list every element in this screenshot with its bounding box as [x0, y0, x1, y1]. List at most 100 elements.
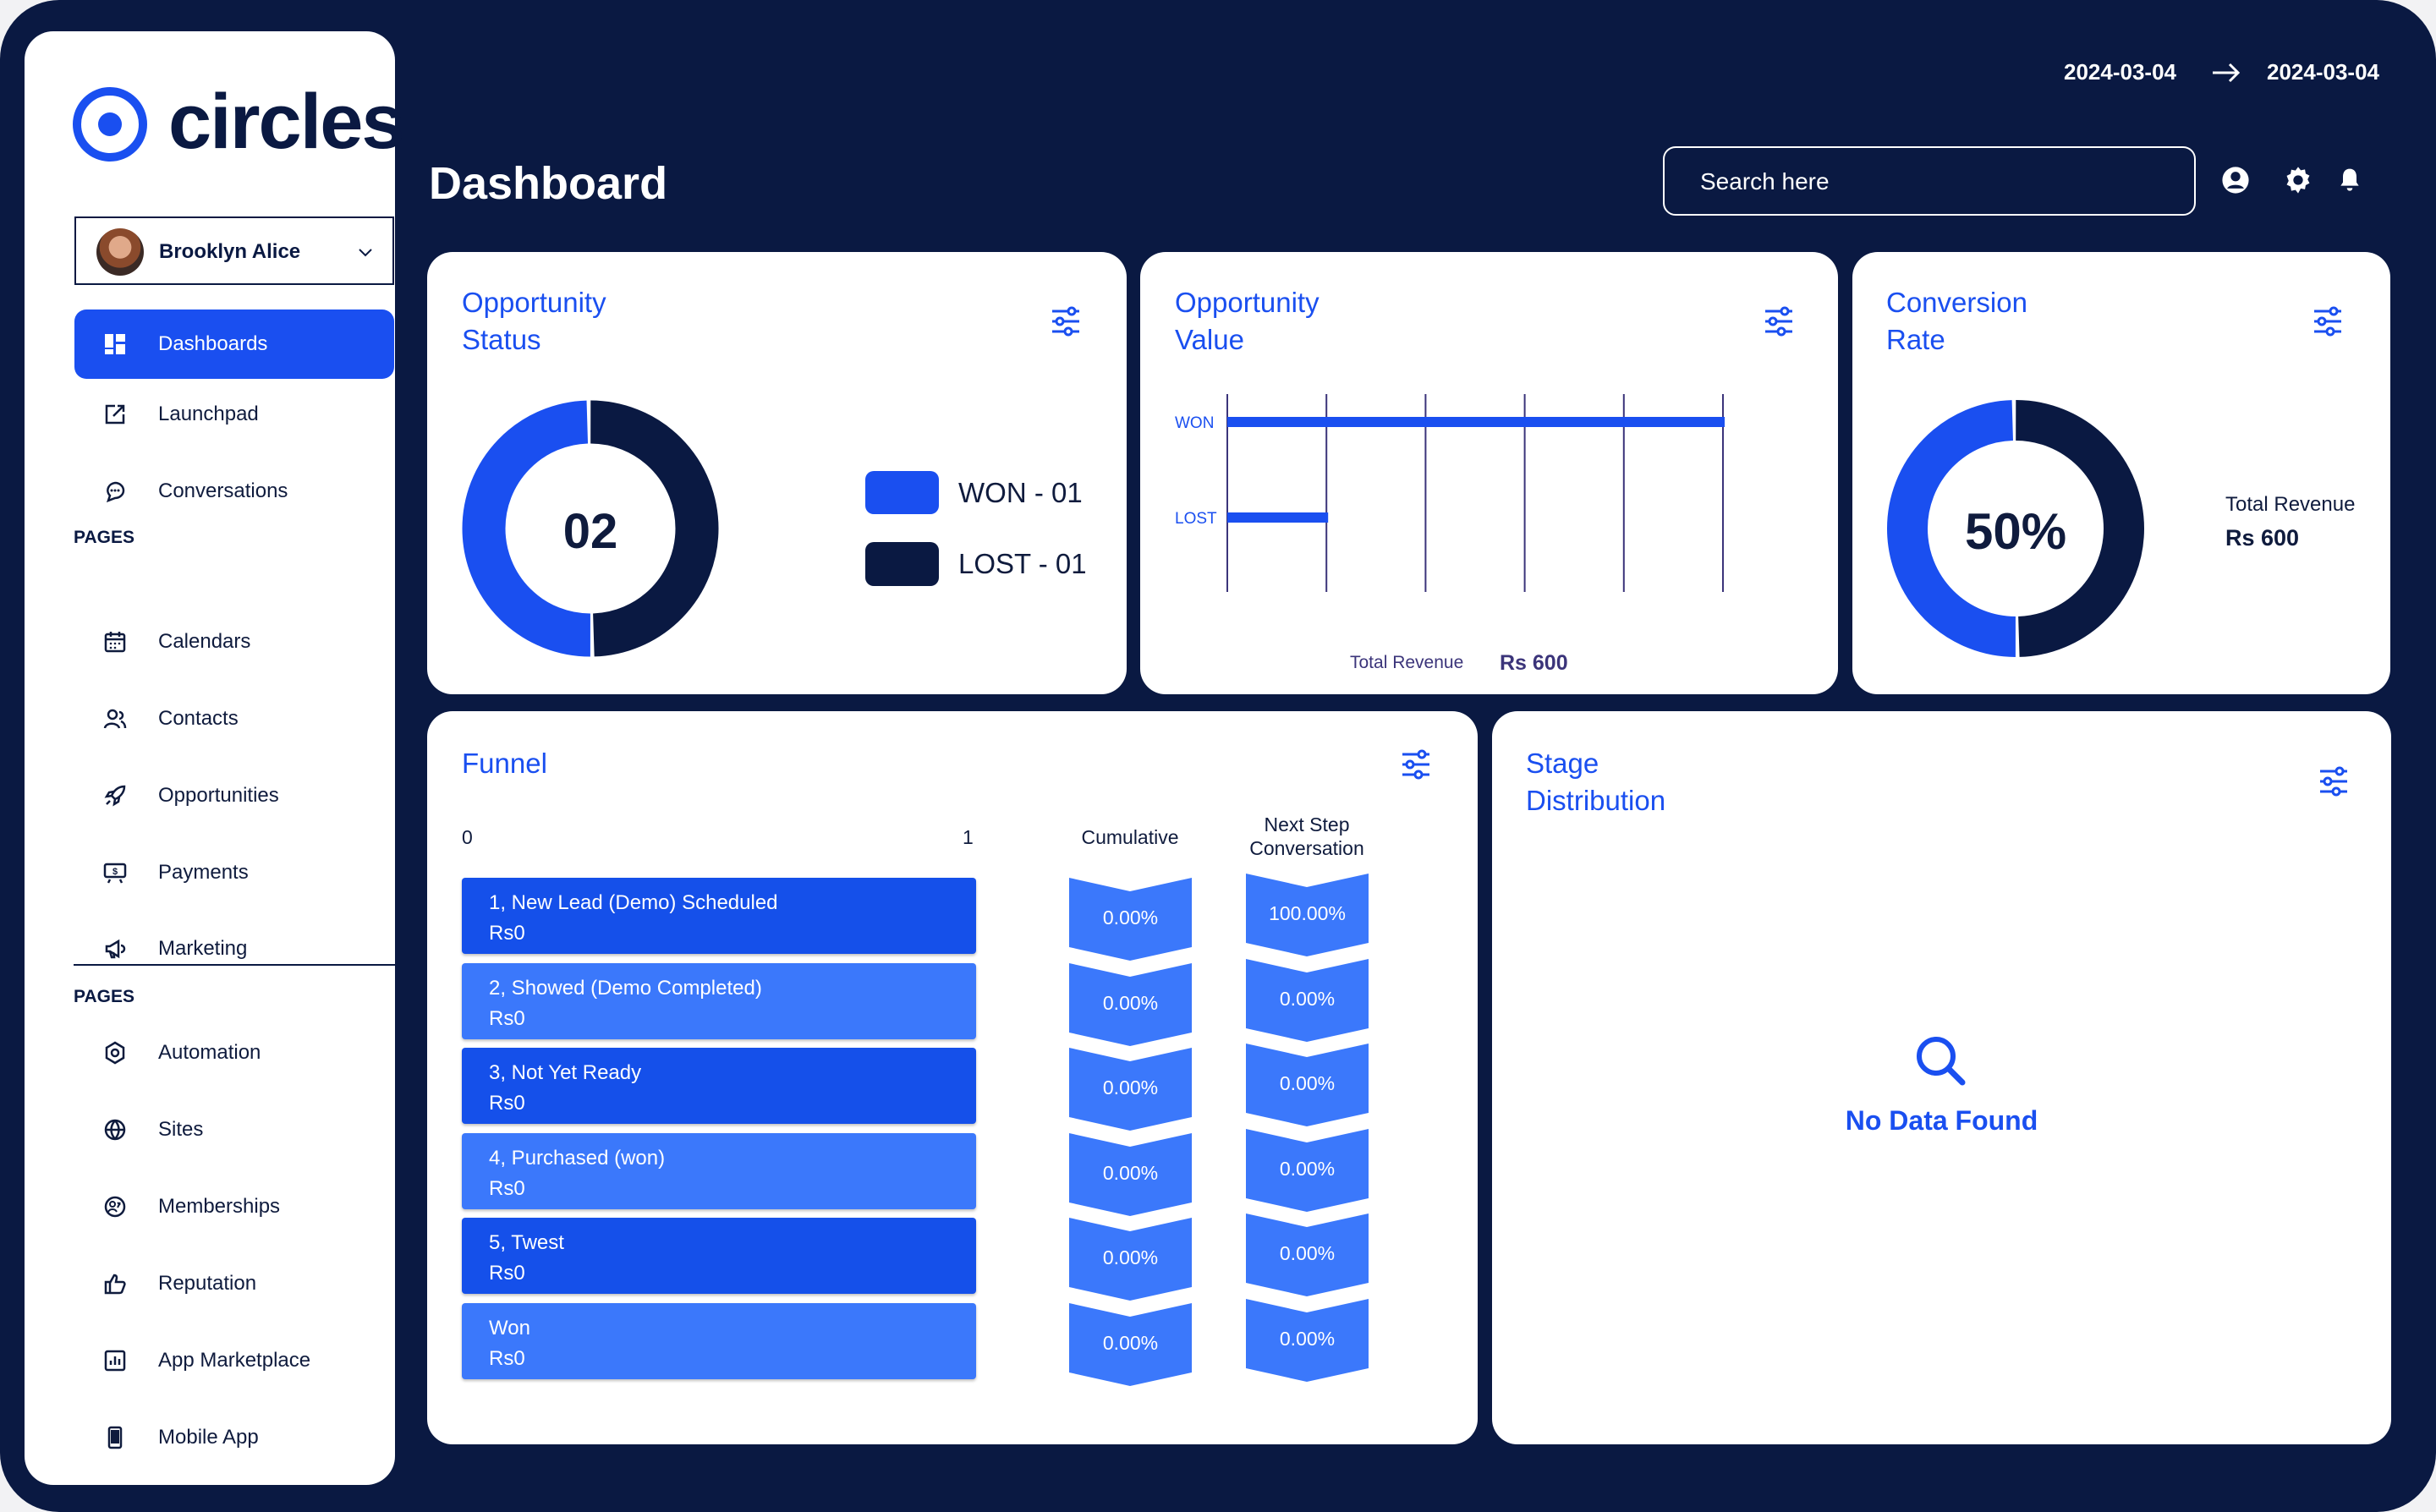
funnel-stage-bar[interactable]: 2, Showed (Demo Completed) Rs0 [462, 962, 976, 1039]
sidebar-item-conversations[interactable]: Conversations [74, 457, 394, 526]
globe-icon [104, 1119, 126, 1141]
axis-min: 0 [462, 826, 473, 848]
sidebar-item-mobile-app[interactable]: Mobile App [74, 1403, 394, 1472]
total-revenue-value: Rs 600 [2225, 525, 2300, 551]
cumulative-percent: 0.00% [1102, 991, 1159, 1014]
dashboard-icon [105, 334, 125, 354]
legend-lost: LOST - 01 [958, 548, 1087, 579]
sidebar-item-reputation[interactable]: Reputation [74, 1249, 394, 1318]
sidebar-item-label: Calendars [158, 630, 251, 653]
search-input[interactable]: Search here [1663, 146, 2196, 216]
date-to[interactable]: 2024-03-04 [2267, 59, 2379, 85]
donut-segment-won [462, 400, 719, 657]
next-percent: 0.00% [1279, 1072, 1336, 1095]
sidebar-item-dashboards[interactable]: Dashboards [74, 310, 394, 379]
sidebar-item-label: Contacts [158, 707, 239, 730]
next-percent: 0.00% [1279, 987, 1336, 1010]
cumulative-chevron: 0.00% [1069, 1303, 1192, 1386]
logo-text: circles [168, 79, 405, 165]
megaphone-icon [105, 939, 126, 959]
stage-distribution-card: Stage Distribution No Data Found [1492, 711, 2391, 1444]
payments-icon: $ [103, 863, 127, 884]
axis-max: 1 [963, 826, 974, 848]
sidebar-item-label: Payments [158, 861, 249, 884]
sidebar-item-memberships[interactable]: Memberships [74, 1172, 394, 1241]
cumulative-percent: 0.00% [1102, 1161, 1159, 1184]
sidebar-item-label: Memberships [158, 1195, 281, 1218]
sidebar-item-label: Marketing [158, 937, 248, 960]
category-label: WON [1175, 414, 1214, 432]
launch-icon [105, 404, 125, 425]
sidebar-item-label: Launchpad [158, 403, 259, 425]
next-chevron: 0.00% [1246, 1213, 1369, 1297]
sidebar-item-label: Conversations [158, 479, 288, 502]
total-revenue-value: Rs 600 [1500, 651, 1568, 675]
filter-icon[interactable] [1399, 748, 1433, 781]
cumulative-percent: 0.00% [1102, 1246, 1159, 1269]
date-from[interactable]: 2024-03-04 [2064, 59, 2176, 85]
card-title: Conversion Rate [1886, 287, 2027, 355]
next-chevron: 0.00% [1246, 1128, 1369, 1212]
opportunity-value-card: Opportunity Value WON LOST Total Revenue R… [1140, 252, 1838, 694]
user-icon[interactable] [2221, 166, 2250, 194]
stage-name: Won [489, 1317, 530, 1339]
sidebar-item-marketing[interactable]: Marketing [74, 914, 394, 983]
sidebar-item-automation[interactable]: Automation [74, 1018, 394, 1087]
sidebar-item-contacts[interactable]: Contacts [74, 684, 394, 753]
sidebar-item-label: Dashboards [158, 332, 268, 355]
arrow-right-icon [2213, 63, 2241, 83]
next-percent: 0.00% [1279, 1242, 1336, 1265]
funnel-stage-bar[interactable]: 1, New Lead (Demo) Scheduled Rs0 [462, 878, 976, 954]
sidebar-item-label: Mobile App [158, 1426, 259, 1449]
stage-value: Rs0 [489, 1347, 525, 1370]
legend-swatch-won [865, 471, 939, 514]
sidebar-item-opportunities[interactable]: Opportunities [74, 761, 394, 830]
donut-segment-lost [462, 400, 719, 657]
sidebar-item-calendars[interactable]: Calendars [74, 607, 394, 677]
bar-won[interactable] [1227, 417, 1725, 427]
funnel-stage-bar[interactable]: 3, Not Yet Ready Rs0 [462, 1048, 976, 1125]
sidebar-item-app-marketplace[interactable]: App Marketplace [74, 1326, 394, 1395]
next-chevron: 100.00% [1246, 874, 1369, 956]
section-label: PAGES [74, 987, 134, 1006]
marketplace-icon [104, 1350, 126, 1372]
funnel-stage-bar[interactable]: Won Rs0 [462, 1303, 976, 1379]
cumulative-chevron: 0.00% [1069, 1132, 1192, 1216]
sidebar-item-sites[interactable]: Sites [74, 1095, 394, 1164]
next-percent: 100.00% [1269, 902, 1346, 924]
funnel-stage-bar[interactable]: 4, Purchased (won) Rs0 [462, 1132, 976, 1209]
svg-text:$: $ [112, 867, 118, 877]
filter-icon[interactable] [1049, 304, 1083, 338]
chevron-down-icon [359, 249, 372, 257]
stage-name: 3, Not Yet Ready [489, 1061, 642, 1085]
empty-state-text: No Data Found [1845, 1105, 2038, 1136]
page-title: Dashboard [429, 158, 668, 209]
funnel-stage-bar[interactable]: 5, Twest Rs0 [462, 1218, 976, 1295]
sidebar-item-payments[interactable]: $ Payments [74, 838, 394, 907]
stage-value: Rs0 [489, 1092, 525, 1115]
automation-icon [105, 1041, 125, 1065]
bell-icon[interactable] [2336, 166, 2363, 194]
user-select[interactable]: Brooklyn Alice [74, 216, 394, 285]
sidebar-item-launchpad[interactable]: Launchpad [74, 380, 394, 449]
rocket-icon [104, 785, 126, 807]
filter-icon[interactable] [1762, 304, 1796, 338]
stage-value: Rs0 [489, 1262, 525, 1285]
user-name: Brooklyn Alice [159, 240, 301, 263]
stage-value: Rs0 [489, 1176, 525, 1200]
gear-icon[interactable] [2284, 166, 2313, 194]
conversion-donut [1887, 400, 2144, 657]
status-donut [462, 400, 719, 657]
total-revenue-label: Total Revenue [1350, 653, 1464, 672]
cumulative-percent: 0.00% [1102, 1076, 1159, 1099]
filter-icon[interactable] [2317, 764, 2351, 798]
filter-icon[interactable] [2311, 304, 2345, 338]
cumulative-header: Cumulative [1081, 826, 1179, 848]
chat-icon [106, 481, 125, 503]
legend-won: WON - 01 [958, 477, 1083, 508]
bar-lost[interactable] [1227, 512, 1329, 523]
card-title: Opportunity Status [462, 287, 606, 355]
card-title: Opportunity Value [1175, 287, 1320, 355]
sidebar-item-label: App Marketplace [158, 1349, 311, 1372]
cumulative-chevron: 0.00% [1069, 1048, 1192, 1131]
